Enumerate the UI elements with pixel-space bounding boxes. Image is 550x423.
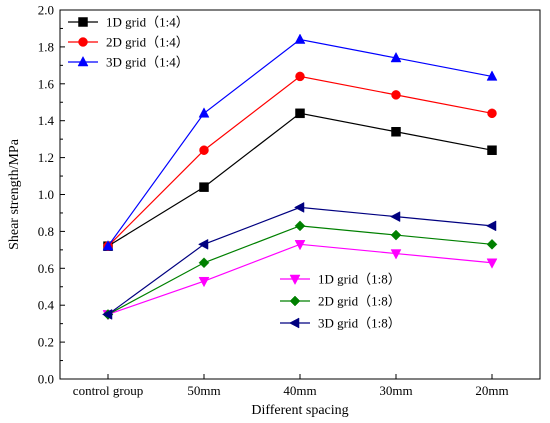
- y-tick-label: 0.8: [38, 224, 54, 239]
- x-tick-label: 20mm: [475, 383, 508, 398]
- series-5: [102, 220, 498, 320]
- y-tick-label: 1.2: [38, 150, 54, 165]
- y-tick-label: 0.6: [38, 261, 55, 276]
- data-point: [485, 220, 497, 232]
- legend-item: 1D grid（1:8）: [280, 272, 401, 287]
- data-point: [295, 71, 305, 82]
- series-4: [102, 240, 498, 321]
- legend-bottom-right: 1D grid（1:8） 2D grid（1:8） 3D grid（1:8）: [280, 272, 401, 331]
- data-point: [101, 309, 113, 320]
- data-point: [390, 249, 402, 260]
- data-point: [199, 182, 209, 192]
- x-tick-label: 30mm: [379, 383, 412, 398]
- x-tick-label: 50mm: [187, 383, 220, 398]
- data-point: [389, 211, 401, 223]
- data-point: [486, 70, 498, 81]
- legend-top-left: 1D grid（1:4） 2D grid（1:4） 3D grid（1:4）: [68, 15, 189, 70]
- data-point: [486, 258, 498, 269]
- data-point: [199, 145, 209, 155]
- legend-marker: [78, 17, 88, 27]
- y-tick-label: 1.4: [38, 113, 55, 128]
- legend-item: 3D grid（1:4）: [68, 55, 189, 70]
- data-point: [391, 127, 401, 137]
- y-tick-label: 2.0: [38, 3, 54, 18]
- y-axis-title: Shear strength/MPa: [7, 138, 22, 250]
- legend-label: 2D grid（1:4）: [106, 35, 189, 50]
- data-point: [390, 51, 402, 63]
- x-axis-title: Different spacing: [251, 403, 348, 418]
- y-tick-label: 1.8: [38, 39, 54, 54]
- legend-item: 1D grid（1:4）: [68, 15, 189, 30]
- legend-label: 1D grid（1:8）: [318, 272, 401, 287]
- series-layer: [101, 33, 498, 321]
- legend-item: 3D grid（1:8）: [280, 316, 401, 331]
- y-tick-label: 0.0: [38, 372, 54, 387]
- series-2: [103, 71, 497, 251]
- data-point: [294, 240, 306, 251]
- y-tick-label: 0.4: [38, 298, 55, 313]
- data-point: [487, 145, 497, 155]
- legend-item: 2D grid（1:4）: [68, 35, 189, 50]
- data-point: [197, 238, 209, 250]
- legend-label: 2D grid（1:8）: [318, 294, 401, 309]
- legend-label: 3D grid（1:4）: [106, 55, 189, 70]
- data-point: [294, 220, 306, 232]
- legend-item: 2D grid（1:8）: [280, 294, 401, 309]
- legend-marker: [289, 274, 301, 286]
- data-point: [102, 240, 114, 251]
- data-point: [294, 33, 306, 44]
- y-tick-label: 0.2: [38, 335, 54, 350]
- data-point: [198, 107, 210, 118]
- legend-label: 1D grid（1:4）: [106, 15, 189, 30]
- legend-marker: [289, 295, 301, 307]
- data-point: [391, 90, 401, 100]
- series-line: [107, 38, 493, 247]
- legend-marker: [77, 55, 89, 67]
- data-point: [198, 276, 210, 288]
- data-point: [486, 238, 498, 250]
- x-tick-label: 40mm: [283, 383, 316, 398]
- legend-label: 3D grid（1:8）: [318, 316, 401, 331]
- legend-marker: [288, 317, 300, 329]
- data-point: [390, 229, 402, 241]
- axes: 0.0 0.2 0.4 0.6 0.8 1.0 1.2 1.4 1.6 1.8 2.0 control…: [7, 3, 541, 418]
- data-point: [487, 108, 497, 119]
- series-3: [102, 33, 498, 251]
- x-tick-label: control group: [73, 383, 143, 398]
- legend-layer: 1D grid（1:4）2D grid（1:4）3D grid（1:4）1D g…: [68, 15, 401, 331]
- data-point: [293, 202, 305, 213]
- series-6: [101, 202, 497, 320]
- legend-marker: [78, 37, 88, 47]
- y-tick-label: 1.6: [38, 76, 55, 91]
- data-point: [198, 257, 210, 269]
- data-point: [295, 108, 305, 119]
- y-tick-label: 1.0: [38, 187, 54, 202]
